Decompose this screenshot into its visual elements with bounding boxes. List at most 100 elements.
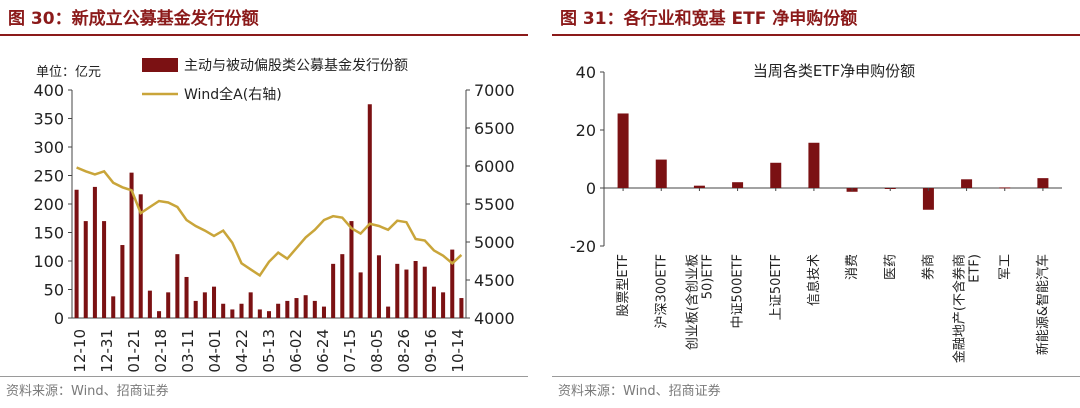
y-tick-label: -20 <box>570 237 596 256</box>
right-y-tick-label: 4000 <box>474 309 515 328</box>
left-y-tick-label: 100 <box>33 252 64 271</box>
category-label-line: 沪深300ETF <box>653 254 669 328</box>
etf-bar <box>770 162 782 188</box>
issuance-bar <box>212 286 217 318</box>
category-label-line: 消费 <box>845 254 860 280</box>
etf-bar <box>693 185 705 188</box>
etf-bar <box>961 179 973 188</box>
category-label: 金融地产(不含券商 ETF) <box>952 254 983 363</box>
y-tick-label: 20 <box>576 121 596 140</box>
etf-bar <box>808 142 820 188</box>
category-label: 中证500ETF <box>731 254 746 328</box>
issuance-bar <box>257 309 262 318</box>
etf-bar <box>1037 178 1049 188</box>
left-y-tick-label: 200 <box>33 195 64 214</box>
issuance-bar <box>321 306 326 318</box>
x-tick-label: 05-13 <box>260 329 278 373</box>
issuance-bar <box>111 296 116 318</box>
issuance-bar <box>340 254 345 318</box>
y-tick-label: 0 <box>586 179 596 198</box>
issuance-bar <box>358 272 363 318</box>
left-y-tick-label: 150 <box>33 224 64 243</box>
left-panel: 图 30：新成立公募基金发行份额 0 50 100 150 200 250 300 350 40… <box>0 0 528 408</box>
right-panel: 图 31：各行业和宽基 ETF 净申购份额 -20 0 20 40 当周各类ETF净申购… <box>552 0 1080 408</box>
left-y-tick-label: 250 <box>33 167 64 186</box>
category-label: 创业板(含创业板 50)ETF <box>684 254 715 350</box>
issuance-bar <box>349 221 354 318</box>
issuance-bar <box>248 292 253 318</box>
x-tick-label: 07-15 <box>341 329 359 373</box>
right-source-note: 资料来源：Wind、招商证券 <box>558 384 721 399</box>
x-tick-label: 08-05 <box>368 329 386 373</box>
left-y-tick-label: 50 <box>44 281 64 300</box>
issuance-bar <box>175 254 180 318</box>
left-y-tick-label: 400 <box>33 81 64 100</box>
category-label: 沪深300ETF <box>653 254 669 328</box>
right-title-rule <box>552 34 1080 36</box>
issuance-bar <box>331 263 336 318</box>
issuance-bar <box>312 300 317 318</box>
left-source-rule <box>0 376 528 377</box>
issuance-bar <box>276 303 281 318</box>
issuance-bar <box>74 189 79 318</box>
issuance-bar <box>120 245 125 318</box>
category-label-line: 创业板(含创业板 <box>684 254 700 350</box>
category-label-line: 新能源&智能汽车 <box>1035 254 1051 355</box>
left-source-note: 资料来源：Wind、招商证券 <box>6 384 169 399</box>
category-label-line: 券商 <box>920 254 936 280</box>
category-label: 股票型ETF <box>616 254 631 317</box>
x-tick-label: 01-21 <box>125 329 143 373</box>
legend-bar-label: 主动与被动偏股类公募基金发行份额 <box>184 57 408 74</box>
category-label: 信息技术 <box>806 254 822 306</box>
category-label-line: 金融地产(不含券商 <box>952 254 968 363</box>
right-source-rule <box>552 376 1080 377</box>
right-y-tick-label: 6000 <box>474 157 515 176</box>
left-y-tick-label: 300 <box>33 138 64 157</box>
category-label: 消费 <box>845 254 860 280</box>
category-label-line: 信息技术 <box>806 254 822 306</box>
right-y-tick-label: 5000 <box>474 233 515 252</box>
issuance-bar <box>450 249 455 318</box>
issuance-bar <box>166 292 171 318</box>
right-y-tick-label: 7000 <box>474 81 515 100</box>
etf-bar <box>617 113 629 188</box>
x-tick-label: 04-01 <box>206 329 224 373</box>
x-tick-label: 09-16 <box>422 329 440 373</box>
issuance-bar <box>459 298 464 318</box>
issuance-bar <box>102 221 107 318</box>
issuance-bar <box>92 186 97 318</box>
issuance-bar <box>404 269 409 318</box>
etf-bar <box>922 188 934 210</box>
issuance-bar <box>83 221 88 318</box>
x-tick-label: 08-26 <box>395 329 413 373</box>
issuance-bar <box>422 266 427 318</box>
issuance-bar <box>193 300 198 318</box>
issuance-bar <box>303 295 308 318</box>
y-tick-label: 40 <box>576 63 596 82</box>
x-tick-label: 12-31 <box>98 329 116 373</box>
issuance-bar <box>441 292 446 318</box>
category-label-line: 军工 <box>998 254 1013 280</box>
unit-label: 单位：亿元 <box>36 65 101 80</box>
etf-bar <box>999 187 1011 189</box>
issuance-bar <box>138 194 143 318</box>
left-y-tick-label: 0 <box>54 309 64 328</box>
issuance-bar <box>285 300 290 318</box>
category-label-line: 50)ETF <box>700 254 715 299</box>
category-label: 新能源&智能汽车 <box>1035 254 1051 355</box>
issuance-bar <box>431 286 436 318</box>
x-tick-label: 12-10 <box>71 329 89 373</box>
etf-bar <box>732 182 744 188</box>
right-figure-title: 图 31：各行业和宽基 ETF 净申购份额 <box>560 9 858 29</box>
category-label-line: 股票型ETF <box>616 254 631 317</box>
issuance-bar <box>386 306 391 318</box>
x-tick-label: 10-14 <box>449 329 467 373</box>
issuance-bar <box>294 298 299 318</box>
category-label-line: 中证500ETF <box>731 254 746 328</box>
left-figure-title: 图 30：新成立公募基金发行份额 <box>8 9 259 29</box>
issuance-bar <box>129 172 134 318</box>
legend-bar-swatch <box>142 58 178 72</box>
issuance-bar <box>266 311 272 318</box>
x-tick-label: 04-22 <box>233 329 251 373</box>
